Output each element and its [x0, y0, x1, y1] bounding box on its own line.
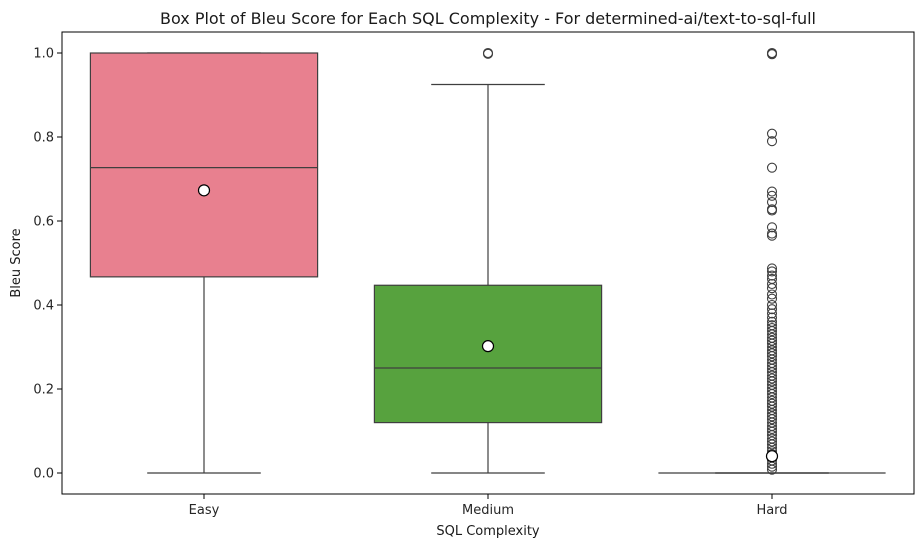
outlier-point — [766, 335, 778, 346]
outlier-point — [766, 299, 778, 311]
outlier-point — [766, 293, 778, 304]
outlier-point — [766, 338, 778, 349]
box-group-hard — [658, 47, 886, 475]
mean-marker — [481, 340, 495, 353]
outlier-point — [766, 270, 778, 281]
y-tick-label: 0.4 — [33, 299, 54, 314]
outlier-point — [766, 230, 778, 241]
outlier-point — [766, 426, 778, 437]
outlier-point — [766, 289, 778, 300]
outlier-point — [766, 136, 778, 147]
outlier-point — [766, 464, 778, 475]
iqr-box — [89, 52, 319, 278]
chart-title: Box Plot of Bleu Score for Each SQL Comp… — [160, 9, 816, 28]
y-axis: 0.0 0.2 0.4 0.6 0.8 1.0 — [33, 47, 62, 482]
outlier-point — [766, 325, 778, 337]
box-group-medium — [373, 47, 603, 474]
outlier-point — [766, 363, 778, 374]
outlier-point — [766, 197, 778, 208]
outlier-point — [766, 266, 778, 277]
y-tick-label: 1.0 — [33, 47, 54, 62]
mean-marker — [197, 184, 211, 197]
outlier-point — [766, 222, 778, 233]
outlier-point — [766, 283, 778, 294]
y-tick-label: 0.6 — [33, 215, 54, 230]
outlier-point — [766, 128, 778, 139]
plot-area — [89, 47, 886, 475]
outlier-point — [766, 360, 778, 371]
outlier-point — [766, 186, 778, 197]
outlier-point — [766, 312, 778, 323]
outlier-point — [766, 439, 778, 450]
y-axis-label: Bleu Score — [9, 228, 24, 297]
outlier-point — [766, 388, 778, 400]
outlier-point — [766, 205, 778, 216]
outlier-point — [766, 162, 778, 173]
y-tick-label: 0.2 — [33, 383, 54, 398]
outlier-point — [766, 373, 778, 384]
x-axis-label: SQL Complexity — [436, 524, 540, 539]
outlier-point — [766, 436, 778, 447]
outlier-point — [766, 323, 778, 334]
outlier-point — [766, 308, 778, 319]
outlier-point — [766, 351, 778, 362]
mean-marker — [765, 450, 779, 463]
outlier-point — [766, 386, 778, 397]
outlier-point — [766, 423, 778, 434]
outlier-point — [766, 401, 778, 412]
x-tick-label: Hard — [756, 503, 787, 518]
outlier-point — [766, 411, 778, 422]
outlier-point — [766, 304, 778, 315]
outlier-point — [482, 48, 494, 59]
x-tick-label: Easy — [189, 503, 220, 518]
outlier-point — [766, 278, 778, 290]
outlier-point — [766, 190, 778, 201]
outlier-point — [766, 376, 778, 387]
box-group-easy — [89, 52, 319, 474]
outlier-point — [766, 348, 778, 359]
outlier-point — [766, 414, 778, 425]
y-tick-label: 0.0 — [33, 467, 54, 482]
outlier-point — [766, 263, 778, 274]
outlier-point — [766, 49, 778, 60]
outlier-point — [766, 228, 778, 239]
x-axis: Easy Medium Hard — [189, 494, 788, 518]
outlier-point — [766, 398, 778, 409]
y-tick-label: 0.8 — [33, 131, 54, 146]
x-tick-label: Medium — [462, 503, 514, 518]
iqr-box — [373, 284, 603, 424]
